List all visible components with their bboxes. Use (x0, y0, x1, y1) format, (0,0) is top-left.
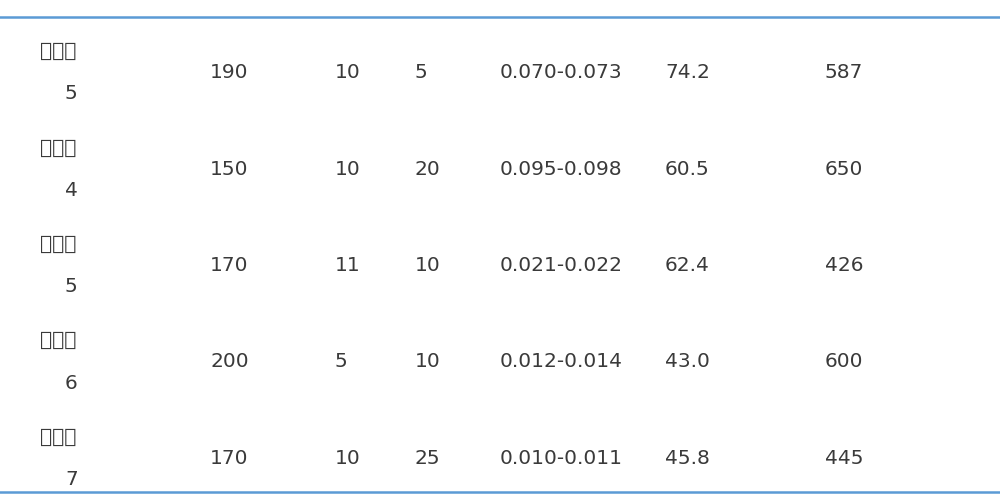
Text: 10: 10 (335, 448, 361, 467)
Text: 650: 650 (825, 159, 863, 178)
Text: 10: 10 (415, 256, 441, 275)
Text: 4: 4 (65, 180, 78, 199)
Text: 5: 5 (65, 84, 78, 103)
Text: 170: 170 (210, 256, 248, 275)
Text: 6: 6 (65, 373, 78, 392)
Text: 150: 150 (210, 159, 248, 178)
Text: 5: 5 (335, 352, 348, 371)
Text: 10: 10 (415, 352, 441, 371)
Text: 0.010-0.011: 0.010-0.011 (500, 448, 623, 467)
Text: 实施例: 实施例 (40, 42, 76, 61)
Text: 25: 25 (415, 448, 441, 467)
Text: 74.2: 74.2 (665, 63, 710, 82)
Text: 0.095-0.098: 0.095-0.098 (500, 159, 623, 178)
Text: 170: 170 (210, 448, 248, 467)
Text: 对比例: 对比例 (40, 234, 76, 254)
Text: 587: 587 (825, 63, 863, 82)
Text: 0.012-0.014: 0.012-0.014 (500, 352, 623, 371)
Text: 62.4: 62.4 (665, 256, 710, 275)
Text: 200: 200 (210, 352, 249, 371)
Text: 20: 20 (415, 159, 441, 178)
Text: 11: 11 (335, 256, 361, 275)
Text: 10: 10 (335, 159, 361, 178)
Text: 445: 445 (825, 448, 864, 467)
Text: 190: 190 (210, 63, 248, 82)
Text: 600: 600 (825, 352, 864, 371)
Text: 0.021-0.022: 0.021-0.022 (500, 256, 623, 275)
Text: 5: 5 (65, 277, 78, 296)
Text: 5: 5 (415, 63, 428, 82)
Text: 426: 426 (825, 256, 864, 275)
Text: 10: 10 (335, 63, 361, 82)
Text: 60.5: 60.5 (665, 159, 710, 178)
Text: 43.0: 43.0 (665, 352, 710, 371)
Text: 0.070-0.073: 0.070-0.073 (500, 63, 623, 82)
Text: 对比例: 对比例 (40, 138, 76, 157)
Text: 45.8: 45.8 (665, 448, 710, 467)
Text: 7: 7 (65, 469, 78, 488)
Text: 对比例: 对比例 (40, 331, 76, 350)
Text: 对比例: 对比例 (40, 427, 76, 446)
